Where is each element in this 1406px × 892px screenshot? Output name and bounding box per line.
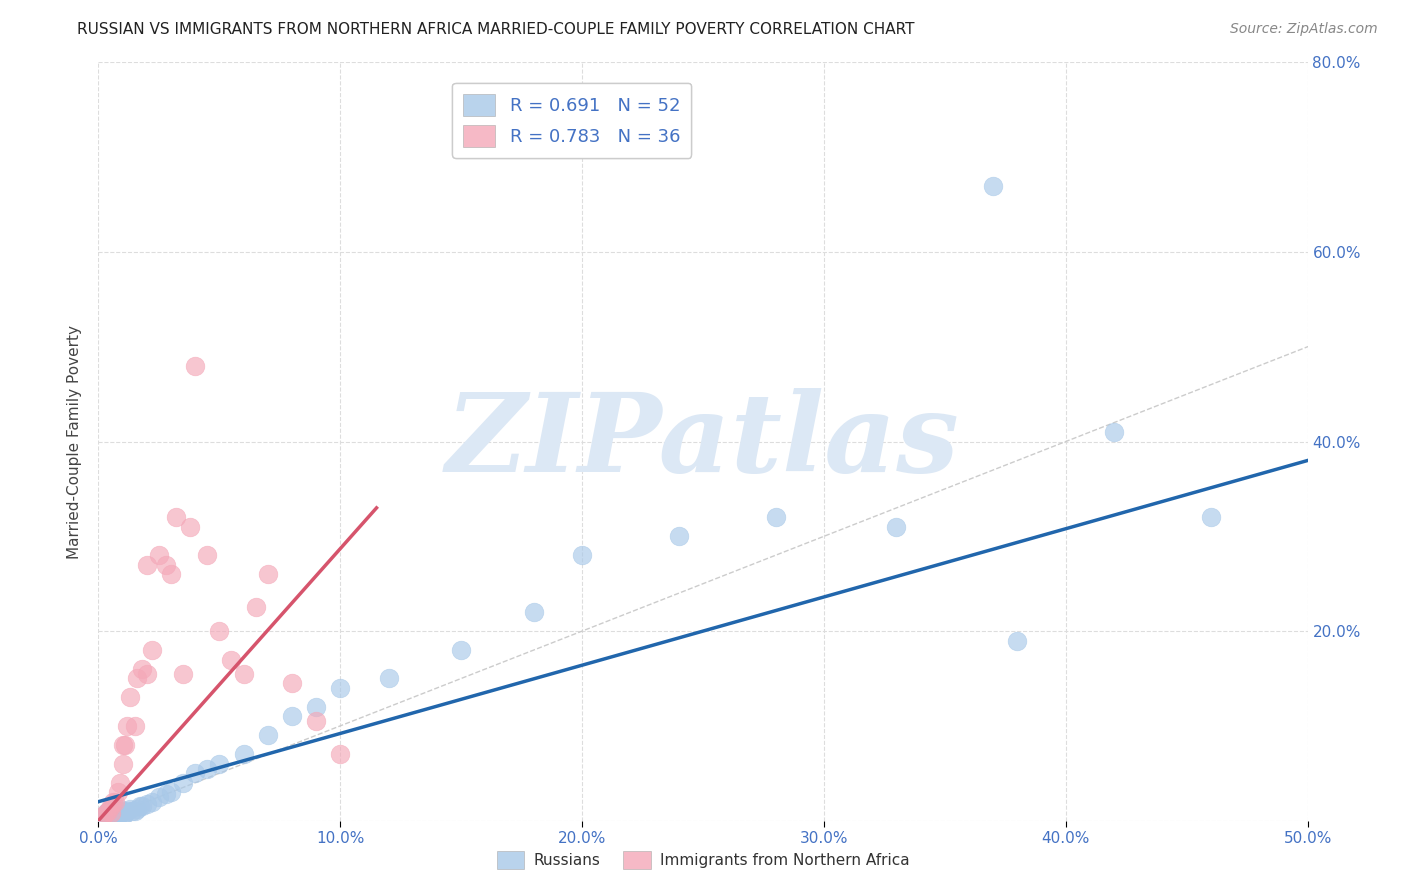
Point bbox=[305, 714, 328, 728]
Point bbox=[329, 681, 352, 695]
Point bbox=[141, 643, 163, 657]
Point bbox=[94, 809, 117, 823]
Text: ZIPatlas: ZIPatlas bbox=[446, 388, 960, 495]
Point bbox=[523, 605, 546, 619]
Point bbox=[148, 789, 170, 804]
Point bbox=[141, 795, 163, 809]
Point bbox=[245, 600, 267, 615]
Point bbox=[179, 520, 201, 534]
Point bbox=[195, 548, 218, 563]
Point bbox=[94, 806, 117, 821]
Point bbox=[97, 806, 120, 821]
Text: RUSSIAN VS IMMIGRANTS FROM NORTHERN AFRICA MARRIED-COUPLE FAMILY POVERTY CORRELA: RUSSIAN VS IMMIGRANTS FROM NORTHERN AFRI… bbox=[77, 22, 915, 37]
Text: Source: ZipAtlas.com: Source: ZipAtlas.com bbox=[1230, 22, 1378, 37]
Point bbox=[281, 676, 304, 690]
Point bbox=[135, 558, 157, 572]
Legend: Russians, Immigrants from Northern Africa: Russians, Immigrants from Northern Afric… bbox=[491, 845, 915, 875]
Point bbox=[208, 624, 231, 639]
Point bbox=[104, 804, 127, 818]
Point bbox=[100, 806, 122, 821]
Point bbox=[160, 785, 183, 799]
Point bbox=[155, 558, 177, 572]
Point bbox=[1199, 510, 1222, 524]
Point bbox=[1007, 633, 1029, 648]
Point bbox=[107, 804, 129, 818]
Point bbox=[100, 809, 122, 823]
Point bbox=[184, 359, 207, 373]
Point bbox=[100, 806, 122, 821]
Point bbox=[114, 806, 136, 821]
Point bbox=[97, 809, 120, 823]
Point bbox=[160, 567, 183, 582]
Point bbox=[111, 804, 134, 818]
Point bbox=[172, 666, 194, 681]
Point bbox=[668, 529, 690, 543]
Point bbox=[104, 795, 127, 809]
Point bbox=[221, 652, 243, 666]
Point bbox=[981, 178, 1004, 193]
Point bbox=[100, 804, 122, 818]
Point bbox=[107, 809, 129, 823]
Point bbox=[377, 672, 399, 686]
Point bbox=[124, 719, 146, 733]
Point bbox=[765, 510, 787, 524]
Point bbox=[118, 802, 141, 816]
Y-axis label: Married-Couple Family Poverty: Married-Couple Family Poverty bbox=[67, 325, 83, 558]
Point bbox=[128, 799, 150, 814]
Point bbox=[256, 728, 278, 742]
Point bbox=[131, 662, 153, 676]
Point bbox=[1102, 425, 1125, 439]
Point bbox=[97, 804, 120, 818]
Point bbox=[571, 548, 593, 563]
Point bbox=[148, 548, 170, 563]
Point bbox=[114, 738, 136, 752]
Point bbox=[155, 787, 177, 801]
Point bbox=[329, 747, 352, 762]
Point bbox=[256, 567, 278, 582]
Point bbox=[208, 756, 231, 771]
Point bbox=[127, 672, 149, 686]
Point bbox=[101, 795, 124, 809]
Point bbox=[131, 799, 153, 814]
Point bbox=[127, 802, 149, 816]
Point bbox=[107, 785, 129, 799]
Point bbox=[165, 510, 187, 524]
Point bbox=[886, 520, 908, 534]
Point bbox=[124, 804, 146, 818]
Point bbox=[135, 666, 157, 681]
Point bbox=[111, 738, 134, 752]
Point bbox=[172, 776, 194, 790]
Point bbox=[117, 804, 139, 818]
Point bbox=[101, 806, 124, 821]
Point bbox=[195, 762, 218, 776]
Point bbox=[111, 809, 134, 823]
Point bbox=[104, 809, 127, 823]
Point bbox=[281, 709, 304, 723]
Point bbox=[121, 804, 143, 818]
Point bbox=[108, 802, 131, 816]
Point bbox=[94, 806, 117, 821]
Point bbox=[108, 806, 131, 821]
Point bbox=[450, 643, 472, 657]
Point bbox=[117, 719, 139, 733]
Point bbox=[305, 699, 328, 714]
Point bbox=[111, 756, 134, 771]
Point bbox=[135, 797, 157, 811]
Point bbox=[232, 666, 254, 681]
Point bbox=[184, 766, 207, 780]
Point bbox=[101, 802, 124, 816]
Point bbox=[100, 799, 122, 814]
Point bbox=[118, 690, 141, 705]
Legend: R = 0.691   N = 52, R = 0.783   N = 36: R = 0.691 N = 52, R = 0.783 N = 36 bbox=[453, 83, 692, 158]
Point bbox=[232, 747, 254, 762]
Point bbox=[91, 809, 114, 823]
Point bbox=[97, 804, 120, 818]
Point bbox=[108, 776, 131, 790]
Point bbox=[91, 809, 114, 823]
